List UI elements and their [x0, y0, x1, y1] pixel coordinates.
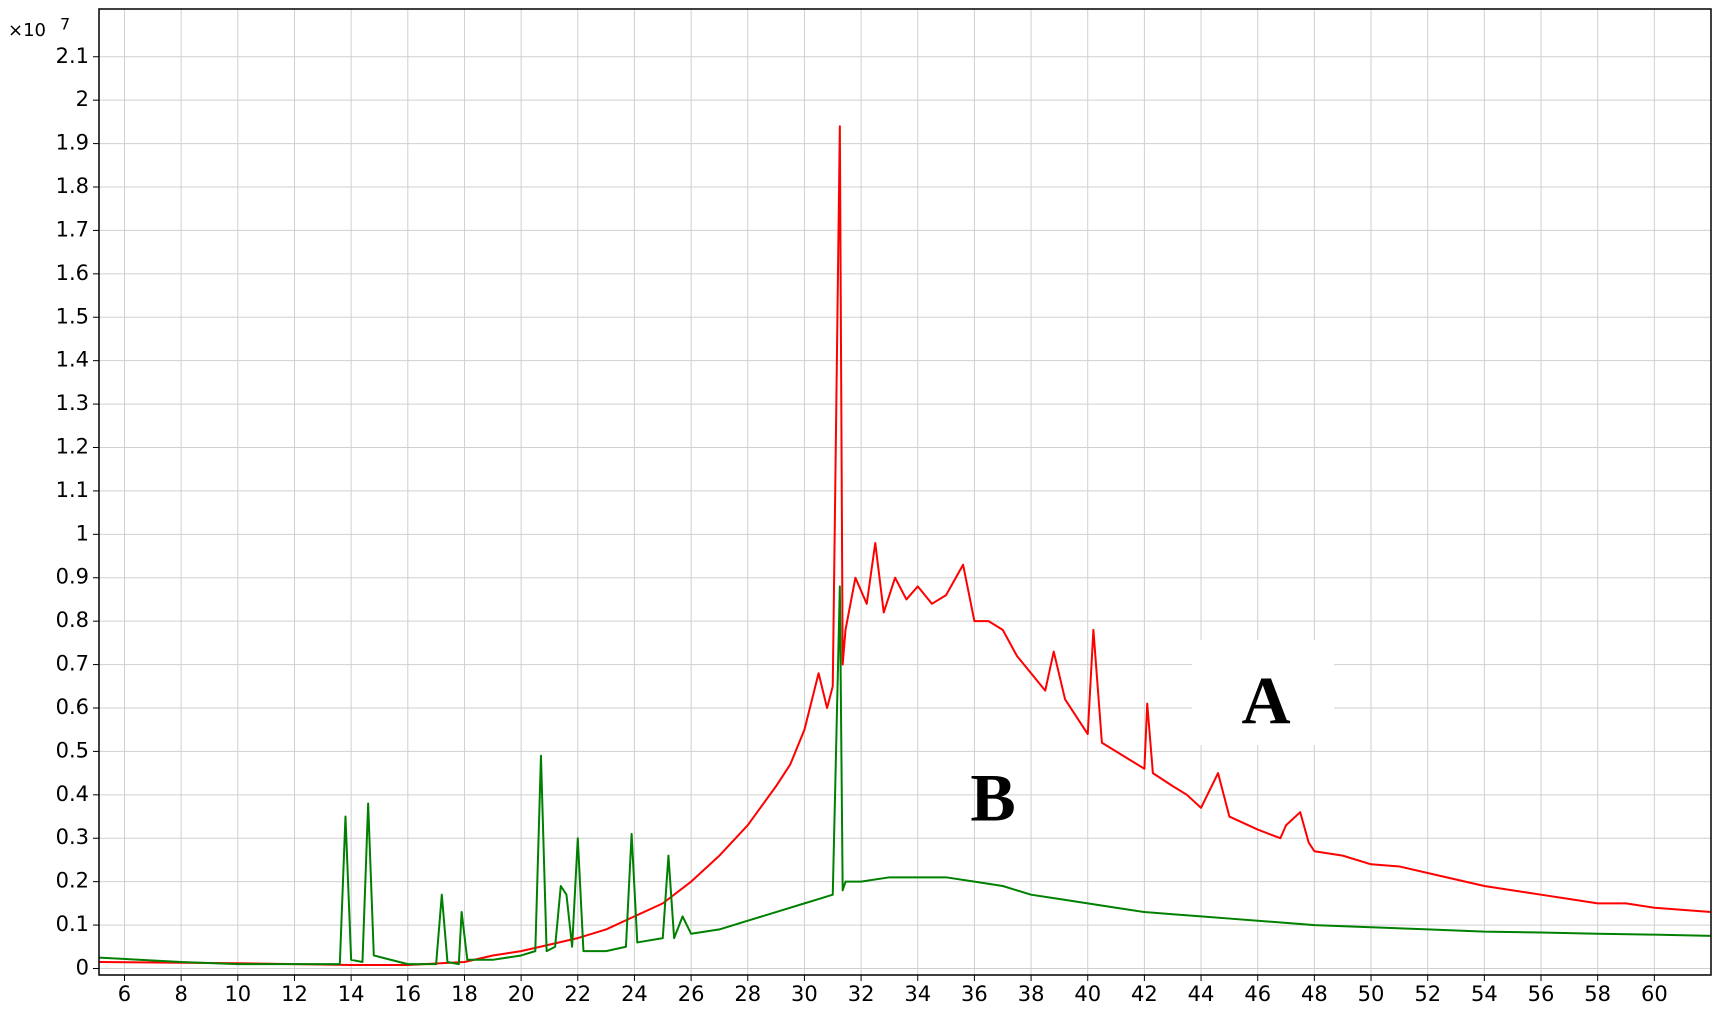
x-tick-label: 24: [621, 982, 648, 1006]
y-tick-label: 0.8: [56, 608, 89, 632]
x-tick-label: 18: [451, 982, 478, 1006]
series-label-a: A: [1241, 663, 1290, 739]
x-tick-label: 52: [1414, 982, 1441, 1006]
y-exponent: 7: [60, 15, 70, 34]
x-tick-label: 56: [1528, 982, 1555, 1006]
y-tick-label: 0.5: [56, 738, 89, 762]
x-tick-label: 48: [1301, 982, 1328, 1006]
x-tick-label: 10: [224, 982, 251, 1006]
x-tick-label: 6: [118, 982, 131, 1006]
y-tick-label: 1.2: [56, 434, 89, 458]
y-tick-label: 1.1: [56, 478, 89, 502]
x-tick-label: 28: [734, 982, 761, 1006]
x-tick-label: 20: [508, 982, 535, 1006]
x-tick-label: 26: [678, 982, 705, 1006]
x-tick-label: 16: [394, 982, 421, 1006]
y-tick-label: 1.8: [56, 174, 89, 198]
series-line: [99, 125, 1711, 967]
y-tick-label: 1.9: [56, 131, 89, 155]
y-tick-label: 1.6: [56, 261, 89, 285]
x-tick-label: 60: [1641, 982, 1668, 1006]
y-tick-label: 0.4: [56, 782, 89, 806]
x-tick-label: 40: [1074, 982, 1101, 1006]
x-tick-label: 50: [1358, 982, 1385, 1006]
x-tick-label: 44: [1188, 982, 1215, 1006]
y-tick-label: 1: [76, 521, 89, 545]
x-tick-label: 12: [281, 982, 308, 1006]
x-tick-label: 8: [174, 982, 187, 1006]
plot-frame: [98, 8, 1712, 976]
grid: [99, 9, 1711, 975]
x-tick-label: 14: [338, 982, 365, 1006]
x-tick-label: 36: [961, 982, 988, 1006]
y-tick-label: 0.9: [56, 565, 89, 589]
y-tick-label: 1.5: [56, 304, 89, 328]
y-tick-label: 2.1: [56, 44, 89, 68]
x-tick-label: 30: [791, 982, 818, 1006]
series-label-b: B: [970, 760, 1015, 836]
y-tick-label: 2: [76, 87, 89, 111]
x-tick-label: 54: [1471, 982, 1498, 1006]
y-tick-label: 1.3: [56, 391, 89, 415]
y-tick-label: 1.4: [56, 348, 89, 372]
x-tick-label: 42: [1131, 982, 1158, 1006]
x-tick-label: 46: [1244, 982, 1271, 1006]
x-tick-label: 38: [1018, 982, 1045, 1006]
y-tick-label: 0.3: [56, 825, 89, 849]
y-multiplier: ×10: [8, 20, 46, 41]
y-tick-label: 0: [76, 955, 89, 979]
x-tick-label: 32: [848, 982, 875, 1006]
label-a-background: [1192, 640, 1334, 745]
plot-lines: [99, 125, 1711, 967]
y-tick-label: 0.1: [56, 912, 89, 936]
y-tick-label: 0.2: [56, 869, 89, 893]
y-tick-label: 1.7: [56, 217, 89, 241]
x-tick-label: 22: [564, 982, 591, 1006]
x-tick-label: 34: [904, 982, 931, 1006]
y-tick-label: 0.6: [56, 695, 89, 719]
x-tick-label: 58: [1584, 982, 1611, 1006]
y-tick-label: 0.7: [56, 652, 89, 676]
series-line: [99, 585, 1711, 966]
